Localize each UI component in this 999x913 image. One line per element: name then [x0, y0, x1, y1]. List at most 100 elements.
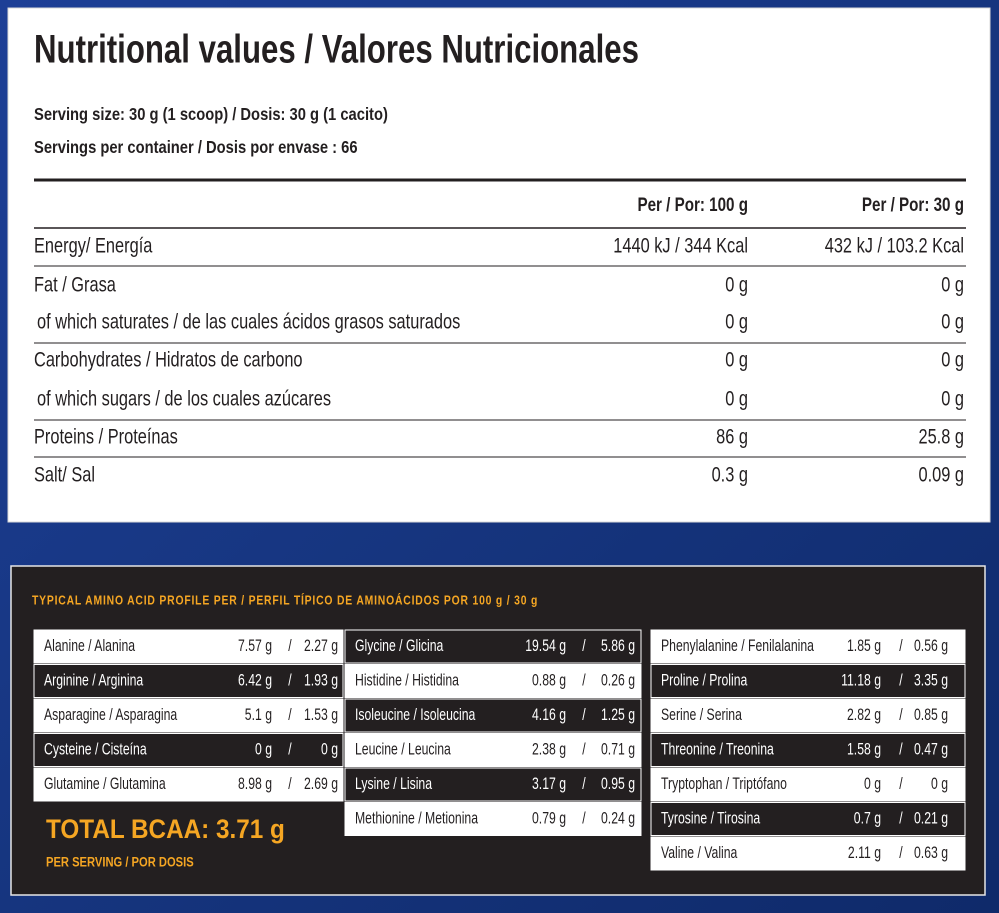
- amino-separator: /: [899, 741, 903, 759]
- amino-separator: /: [288, 775, 292, 793]
- amino-row: [650, 629, 966, 664]
- amino-separator: /: [582, 672, 586, 690]
- amino-row: [33, 733, 344, 767]
- row-label: Fat / Grasa: [34, 273, 116, 296]
- amino-value: 2.38 g: [532, 741, 566, 759]
- amino-row: [344, 629, 642, 664]
- row-label: Proteins / Proteínas: [34, 425, 178, 448]
- amino-row: [33, 664, 344, 698]
- amino-name: Leucine / Leucina: [355, 741, 451, 759]
- amino-separator: /: [899, 810, 903, 828]
- amino-value: 5.86 g: [601, 637, 635, 655]
- amino-name: Valine / Valina: [661, 844, 738, 862]
- column-header: Per / Por: 100 g: [637, 193, 748, 215]
- amino-name: Phenylalanine / Fenilalanina: [661, 637, 815, 655]
- amino-separator: /: [582, 637, 586, 655]
- amino-row: [650, 664, 966, 698]
- row-label: Carbohydrates / Hidratos de carbono: [34, 348, 303, 371]
- amino-separator: /: [582, 775, 586, 793]
- amino-name: Tryptophan / Triptófano: [661, 775, 787, 793]
- amino-heading: TYPICAL AMINO ACID PROFILE PER / PERFIL …: [32, 593, 538, 607]
- amino-separator: /: [899, 637, 903, 655]
- amino-value: 2.27 g: [304, 637, 338, 655]
- amino-row: [344, 698, 642, 733]
- row-value: 0 g: [941, 273, 964, 296]
- amino-value: 0.24 g: [601, 810, 635, 828]
- amino-row: [344, 664, 642, 698]
- amino-value: 0.7 g: [854, 810, 881, 828]
- row-value: 0 g: [725, 348, 748, 371]
- amino-row: [33, 698, 344, 733]
- amino-value: 1.58 g: [847, 741, 881, 759]
- nutrition-panel: [7, 7, 991, 523]
- amino-name: Serine / Serina: [661, 706, 743, 724]
- amino-value: 0.71 g: [601, 741, 635, 759]
- amino-value: 2.11 g: [848, 844, 881, 862]
- amino-value: 0.85 g: [914, 706, 948, 724]
- row-value: 86 g: [716, 425, 748, 448]
- amino-value: 1.93 g: [304, 672, 338, 690]
- row-value: 0 g: [941, 348, 964, 371]
- row-value: 0 g: [725, 310, 748, 333]
- amino-value: 0.63 g: [914, 844, 948, 862]
- amino-name: Arginine / Arginina: [44, 672, 144, 690]
- row-value: 0.09 g: [918, 463, 964, 486]
- amino-row: [650, 698, 966, 733]
- amino-separator: /: [288, 672, 292, 690]
- amino-row: [650, 836, 966, 871]
- content: Nutritional values / Valores Nutricional…: [32, 27, 966, 871]
- amino-value: 5.1 g: [245, 706, 272, 724]
- amino-value: 19.54 g: [525, 637, 566, 655]
- row-value: 432 kJ / 103.2 Kcal: [825, 234, 964, 257]
- amino-separator: /: [288, 741, 292, 759]
- amino-name: Asparagine / Asparagina: [44, 706, 178, 724]
- amino-row: [33, 629, 344, 664]
- amino-value: 1.25 g: [601, 706, 635, 724]
- serving-size: Serving size: 30 g (1 scoop) / Dosis: 30…: [34, 104, 388, 124]
- row-value: 1440 kJ / 344 Kcal: [613, 234, 748, 257]
- amino-value: 0.56 g: [914, 637, 948, 655]
- row-value: 25.8 g: [918, 425, 964, 448]
- amino-name: Glutamine / Glutamina: [44, 775, 166, 793]
- amino-value: 11.18 g: [841, 672, 881, 690]
- row-label: Salt/ Sal: [34, 463, 95, 486]
- amino-value: 6.42 g: [238, 672, 272, 690]
- amino-separator: /: [582, 741, 586, 759]
- amino-row: [650, 802, 966, 836]
- amino-name: Alanine / Alanina: [44, 637, 136, 655]
- row-value: 0 g: [725, 387, 748, 410]
- amino-value: 0 g: [255, 741, 272, 759]
- amino-separator: /: [899, 844, 903, 862]
- row-label: of which sugars / de los cuales azúcares: [37, 387, 331, 410]
- amino-value: 3.35 g: [914, 672, 948, 690]
- amino-value: 0.26 g: [601, 672, 635, 690]
- amino-value: 4.16 g: [532, 706, 566, 724]
- amino-name: Cysteine / Cisteína: [44, 741, 147, 759]
- amino-name: Methionine / Metionina: [355, 810, 479, 828]
- amino-value: 3.17 g: [532, 775, 566, 793]
- total-bcaa-note: PER SERVING / POR DOSIS: [46, 855, 194, 870]
- amino-value: 0.79 g: [532, 810, 566, 828]
- column-header: Per / Por: 30 g: [862, 193, 964, 215]
- amino-value: 7.57 g: [238, 637, 272, 655]
- amino-value: 0.21 g: [914, 810, 948, 828]
- amino-value: 0.47 g: [914, 741, 948, 759]
- row-value: 0 g: [941, 387, 964, 410]
- amino-row: [344, 802, 642, 836]
- amino-name: Tyrosine / Tirosina: [661, 810, 761, 828]
- amino-separator: /: [582, 706, 586, 724]
- title: Nutritional values / Valores Nutricional…: [34, 27, 639, 72]
- amino-separator: /: [288, 637, 292, 655]
- amino-value: 0 g: [864, 775, 881, 793]
- servings-per-container: Servings per container / Dosis por envas…: [34, 137, 358, 157]
- row-value: 0 g: [725, 273, 748, 296]
- amino-separator: /: [899, 775, 903, 793]
- amino-name: Lysine / Lisina: [355, 775, 433, 793]
- amino-value: 1.53 g: [304, 706, 338, 724]
- row-value: 0.3 g: [712, 463, 748, 486]
- row-label: of which saturates / de las cuales ácido…: [37, 310, 460, 333]
- amino-value: 2.69 g: [304, 775, 338, 793]
- amino-name: Histidine / Histidina: [355, 672, 460, 690]
